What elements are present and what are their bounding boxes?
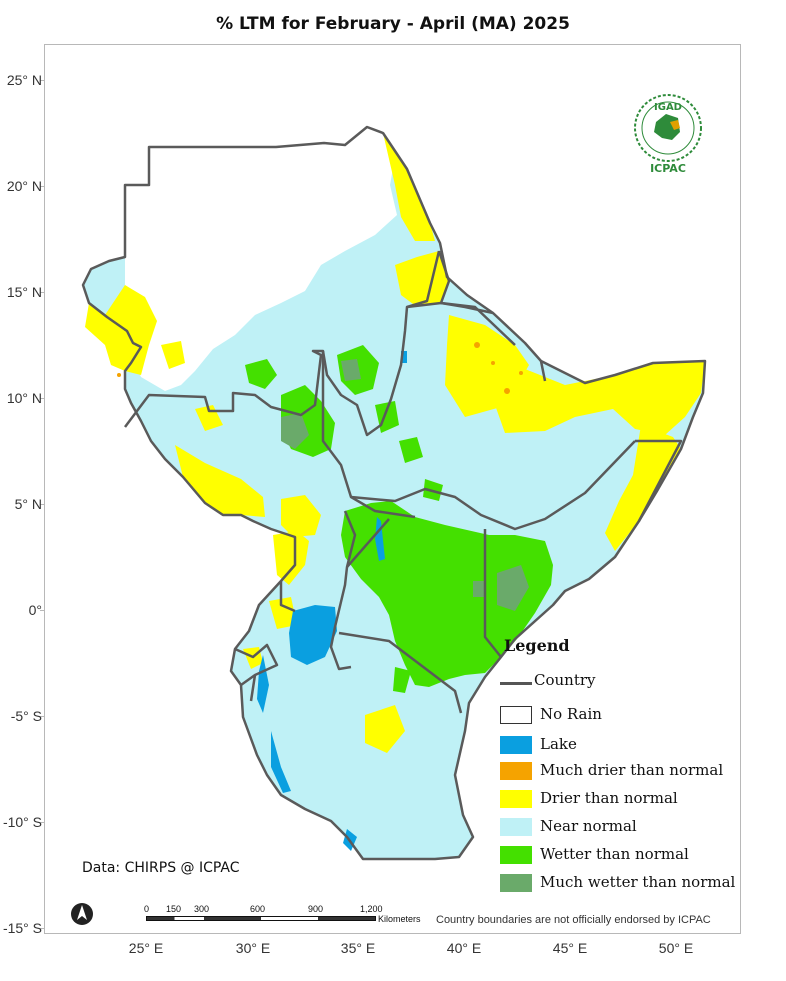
much-wetter-areas	[281, 359, 529, 611]
lat-label-25n: 25° N	[6, 72, 42, 88]
lake-swatch	[500, 736, 532, 754]
lat-label-5s: -5° S	[10, 708, 42, 724]
logo-top-text: IGAD	[654, 102, 682, 113]
region-no-rain	[125, 127, 397, 391]
country-line-swatch	[500, 682, 532, 685]
logo-bottom-text: ICPAC	[650, 162, 686, 175]
lat-label-20n: 20° N	[6, 178, 42, 194]
wetter-swatch	[500, 846, 532, 864]
scale-tick-0: 0	[144, 904, 150, 914]
lat-label-0: 0°	[28, 602, 42, 618]
country-borders	[81, 125, 707, 861]
map-frame	[44, 44, 741, 934]
data-source-label: Data: CHIRPS @ ICPAC	[82, 860, 240, 876]
scale-tick-300: 300	[194, 904, 210, 914]
scale-unit: Kilometers	[378, 914, 421, 924]
scale-bar: 0 150 300 600 900 1,200 Kilometers	[144, 904, 436, 924]
lon-label-45e: 45° E	[552, 940, 588, 956]
lat-label-15s: -15° S	[2, 920, 42, 936]
scale-tick-900: 900	[308, 904, 324, 914]
lakes	[257, 351, 407, 851]
lon-label-40e: 40° E	[446, 940, 482, 956]
map-title: % LTM for February - April (MA) 2025	[216, 14, 570, 34]
lon-label-35e: 35° E	[340, 940, 376, 956]
much-drier-swatch	[500, 762, 532, 780]
lon-label-30e: 30° E	[235, 940, 271, 956]
igad-icpac-logo: IGAD ICPAC	[632, 92, 704, 180]
disclaimer: Country boundaries are not officially en…	[436, 914, 711, 926]
no-rain-swatch	[500, 706, 532, 724]
scale-tick-600: 600	[250, 904, 266, 914]
much-wetter-swatch	[500, 874, 532, 892]
scale-bar-graphic	[146, 916, 376, 921]
lake-victoria	[289, 605, 337, 665]
lon-label-50e: 50° E	[658, 940, 694, 956]
lat-label-10n: 10° N	[6, 390, 42, 406]
logo-emblem-icon	[634, 94, 702, 162]
lat-label-15n: 15° N	[6, 284, 42, 300]
lat-label-5n: 5° N	[14, 496, 42, 512]
near-normal-swatch	[500, 818, 532, 836]
drier-swatch	[500, 790, 532, 808]
scale-tick-1200: 1,200	[360, 904, 383, 914]
map-canvas	[81, 125, 707, 861]
lon-label-25e: 25° E	[128, 940, 164, 956]
much-drier-specks	[117, 342, 523, 394]
north-arrow-icon	[70, 902, 94, 930]
lat-label-10s: -10° S	[2, 814, 42, 830]
legend-title: Legend	[504, 636, 570, 655]
scale-tick-150: 150	[166, 904, 182, 914]
